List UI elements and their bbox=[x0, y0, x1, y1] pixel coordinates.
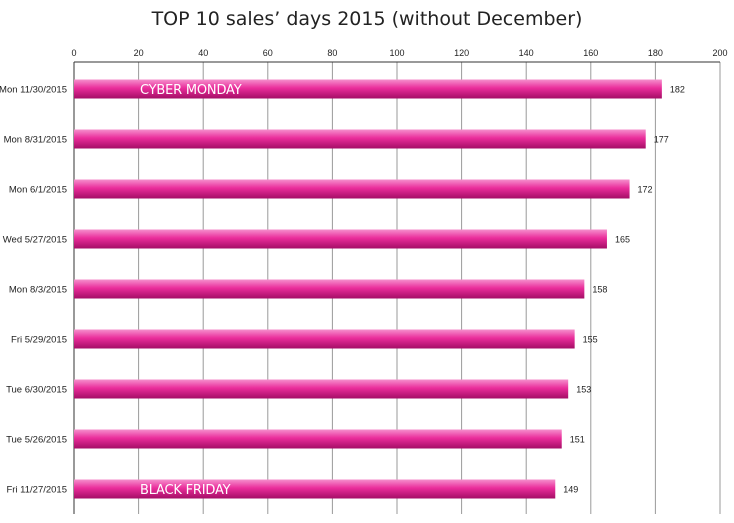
x-tick-label: 120 bbox=[454, 48, 469, 58]
value-label: 182 bbox=[670, 85, 685, 95]
category-label: Wed 5/27/2015 bbox=[3, 235, 67, 246]
chart-title: TOP 10 sales’ days 2015 (without Decembe… bbox=[151, 8, 583, 30]
category-label: Fri 11/27/2015 bbox=[6, 485, 67, 496]
value-label: 165 bbox=[615, 235, 630, 245]
category-label: Fri 5/29/2015 bbox=[11, 335, 67, 346]
value-label: 151 bbox=[570, 435, 585, 445]
bar bbox=[74, 279, 585, 299]
category-label: Tue 6/30/2015 bbox=[6, 385, 67, 396]
x-tick-label: 100 bbox=[389, 48, 404, 58]
value-label: 153 bbox=[576, 385, 591, 395]
bar bbox=[74, 129, 646, 149]
bars bbox=[74, 79, 662, 499]
value-label: 149 bbox=[563, 485, 578, 495]
x-tick-label: 200 bbox=[712, 48, 727, 58]
bar-annotation: CYBER MONDAY bbox=[140, 83, 242, 98]
x-tick-label: 80 bbox=[327, 48, 337, 58]
category-label: Mon 8/3/2015 bbox=[9, 285, 67, 296]
x-tick-label: 60 bbox=[263, 48, 273, 58]
category-label: Mon 8/31/2015 bbox=[4, 135, 67, 146]
value-label: 172 bbox=[638, 185, 653, 195]
bar bbox=[74, 229, 607, 249]
bar-annotation: BLACK FRIDAY bbox=[140, 483, 231, 498]
bar bbox=[74, 379, 569, 399]
value-label: 177 bbox=[654, 135, 669, 145]
bar bbox=[74, 479, 556, 499]
x-tick-label: 40 bbox=[198, 48, 208, 58]
category-label: Mon 11/30/2015 bbox=[0, 85, 67, 96]
value-label: 155 bbox=[583, 335, 598, 345]
value-label: 158 bbox=[592, 285, 607, 295]
labels: Mon 11/30/2015 182 Mon 8/31/2015 177 Mon 6/1… bbox=[0, 83, 685, 498]
x-tick-label: 180 bbox=[648, 48, 663, 58]
x-tick-label: 0 bbox=[71, 48, 76, 58]
bar bbox=[74, 79, 662, 99]
x-tick-label: 140 bbox=[519, 48, 534, 58]
x-tick-label: 160 bbox=[583, 48, 598, 58]
x-tick-label: 20 bbox=[134, 48, 144, 58]
bar bbox=[74, 429, 562, 449]
bar bbox=[74, 329, 575, 349]
bar bbox=[74, 179, 630, 199]
category-label: Tue 5/26/2015 bbox=[6, 435, 67, 446]
category-label: Mon 6/1/2015 bbox=[9, 185, 67, 196]
